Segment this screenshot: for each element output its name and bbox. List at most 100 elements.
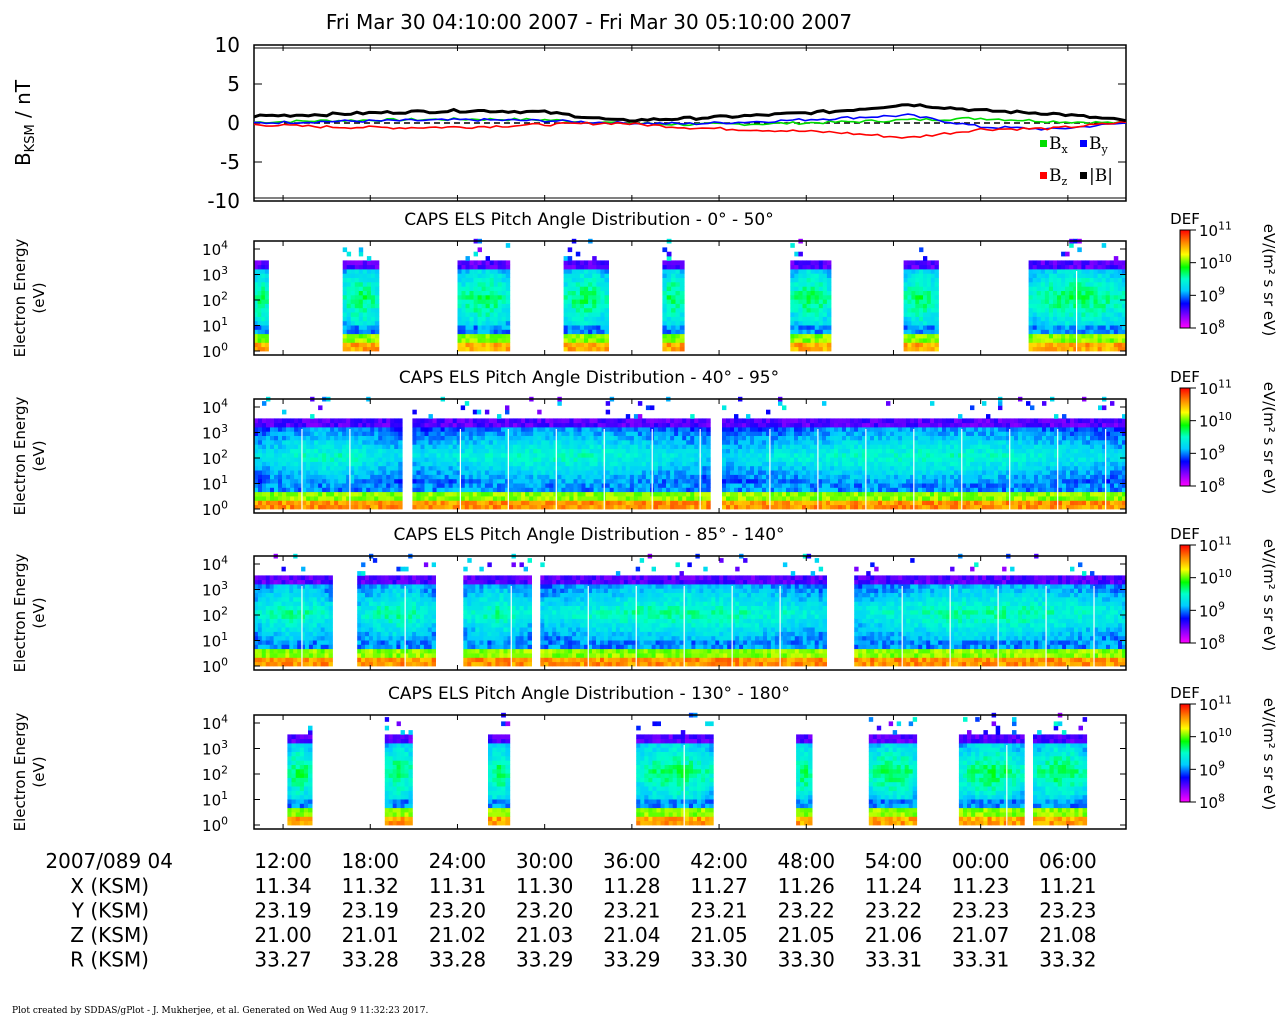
spectrogram-cell — [561, 504, 566, 510]
spectrogram-cell — [810, 491, 815, 497]
spectrogram-cell — [354, 504, 359, 510]
spectrogram-cell — [750, 496, 755, 501]
spectrogram-cell — [326, 491, 331, 497]
spectrogram-cell — [362, 299, 368, 304]
spectrogram-cell — [750, 504, 755, 510]
spectrogram-cell — [926, 273, 932, 278]
spectrogram-cell — [302, 435, 307, 441]
spectrogram-cell — [629, 418, 635, 424]
spectrogram-cell — [738, 465, 743, 471]
spectrogram-cell — [579, 320, 585, 326]
spectrogram-cell — [529, 427, 534, 432]
spectrogram-cell — [903, 260, 908, 266]
spectrogram-cell — [525, 491, 530, 497]
spectrogram-cell — [738, 500, 743, 506]
spectrogram-cell — [798, 448, 803, 454]
spectrogram-cell — [798, 422, 803, 428]
spectrogram-cell — [350, 448, 355, 454]
spectrogram-cell — [481, 325, 486, 330]
spectrogram-cell — [593, 491, 598, 497]
spectrogram-cell — [394, 491, 399, 497]
spectrogram-cell — [588, 290, 593, 296]
spectrogram-cell — [480, 496, 486, 501]
spectrogram-cell — [310, 465, 315, 471]
spectrogram-cell — [629, 470, 635, 475]
spectrogram-cell — [549, 435, 554, 441]
spectrogram-cell — [278, 418, 283, 424]
spectrogram-cell — [444, 504, 449, 510]
spectrogram-cell — [1065, 290, 1070, 296]
spectrogram-cell — [513, 431, 518, 436]
spectrogram-cell — [513, 422, 518, 428]
spectrogram-cell — [1093, 342, 1098, 348]
spectrogram-cell — [416, 491, 421, 497]
spectrogram-cell — [794, 470, 799, 475]
spectrogram-cell — [738, 435, 743, 441]
spectrogram-cell — [488, 457, 494, 462]
spectrogram-cell — [675, 286, 681, 291]
spectrogram-cell — [738, 422, 743, 428]
spectrogram-cell — [746, 470, 751, 475]
spectrogram-cell — [469, 294, 474, 300]
spectrogram-cell — [262, 457, 267, 462]
spectrogram-cell — [1113, 320, 1119, 326]
spectrogram-cell — [497, 346, 503, 352]
spectrogram-cell — [254, 303, 258, 309]
spectrogram-cell — [782, 478, 787, 484]
spectrogram-cell — [802, 500, 807, 506]
spectrogram-cell — [584, 307, 589, 313]
spectrogram-cell — [674, 440, 679, 445]
spectrogram-cell — [326, 422, 331, 428]
spectrogram-cell — [278, 431, 283, 436]
spectrogram-cell — [517, 500, 522, 506]
spectrogram-cell — [444, 461, 449, 467]
spectrogram-cell — [1048, 333, 1054, 339]
spectrogram-cell — [258, 427, 263, 432]
spectrogram-cell — [318, 418, 323, 424]
spectrogram-cell — [1044, 312, 1050, 317]
spectrogram-cell — [318, 500, 323, 506]
spectrogram-cell — [481, 307, 486, 313]
spectrogram-cell — [298, 491, 303, 497]
spectrogram-cell — [694, 496, 699, 501]
spectrogram-cell — [282, 461, 287, 467]
spectrogram-cell — [464, 457, 470, 462]
spectrogram-cell — [762, 483, 767, 488]
spectrogram-cell — [314, 435, 319, 441]
spectrogram-cell — [923, 290, 928, 296]
spectrogram-cell — [493, 264, 499, 270]
spectrogram-cell — [354, 325, 360, 330]
spectrogram-cell — [766, 483, 771, 488]
spectrogram-cell — [934, 346, 939, 352]
spectrogram-cell — [814, 491, 819, 497]
spectrogram-cell — [633, 461, 639, 467]
spectrogram-cell — [1065, 294, 1070, 300]
spectrogram-cell — [398, 431, 403, 436]
spectrogram-cell — [577, 422, 582, 428]
spectrogram-cell — [604, 269, 609, 274]
spectrogram-cell — [460, 452, 466, 458]
spectrogram-cell — [1057, 303, 1062, 309]
spectrogram-cell — [730, 470, 735, 475]
spectrogram-cell — [270, 504, 275, 510]
spectrogram-cell — [600, 260, 605, 266]
spectrogram-cell — [350, 496, 355, 501]
spectrogram-cell — [826, 452, 831, 458]
spectrogram-cell — [915, 269, 920, 274]
spectrogram-cell — [770, 487, 775, 493]
spectrogram-cell — [354, 269, 360, 274]
spectrogram-cell — [557, 465, 562, 471]
spectrogram-cell — [690, 444, 695, 449]
spectrogram-cell — [754, 448, 759, 454]
spectrogram-cell — [567, 312, 573, 317]
spectrogram-cell — [686, 470, 691, 475]
spectrogram-cell — [358, 478, 363, 484]
spectrogram-cell — [597, 444, 602, 449]
spectrogram-cell — [802, 461, 807, 467]
spectrogram-cell — [497, 444, 502, 449]
spectrogram-cell — [549, 487, 554, 493]
spectrogram-cell — [923, 264, 928, 270]
spectrogram-cell — [378, 427, 383, 432]
spectrogram-cell — [416, 431, 421, 436]
spectrogram-cell — [270, 457, 275, 462]
